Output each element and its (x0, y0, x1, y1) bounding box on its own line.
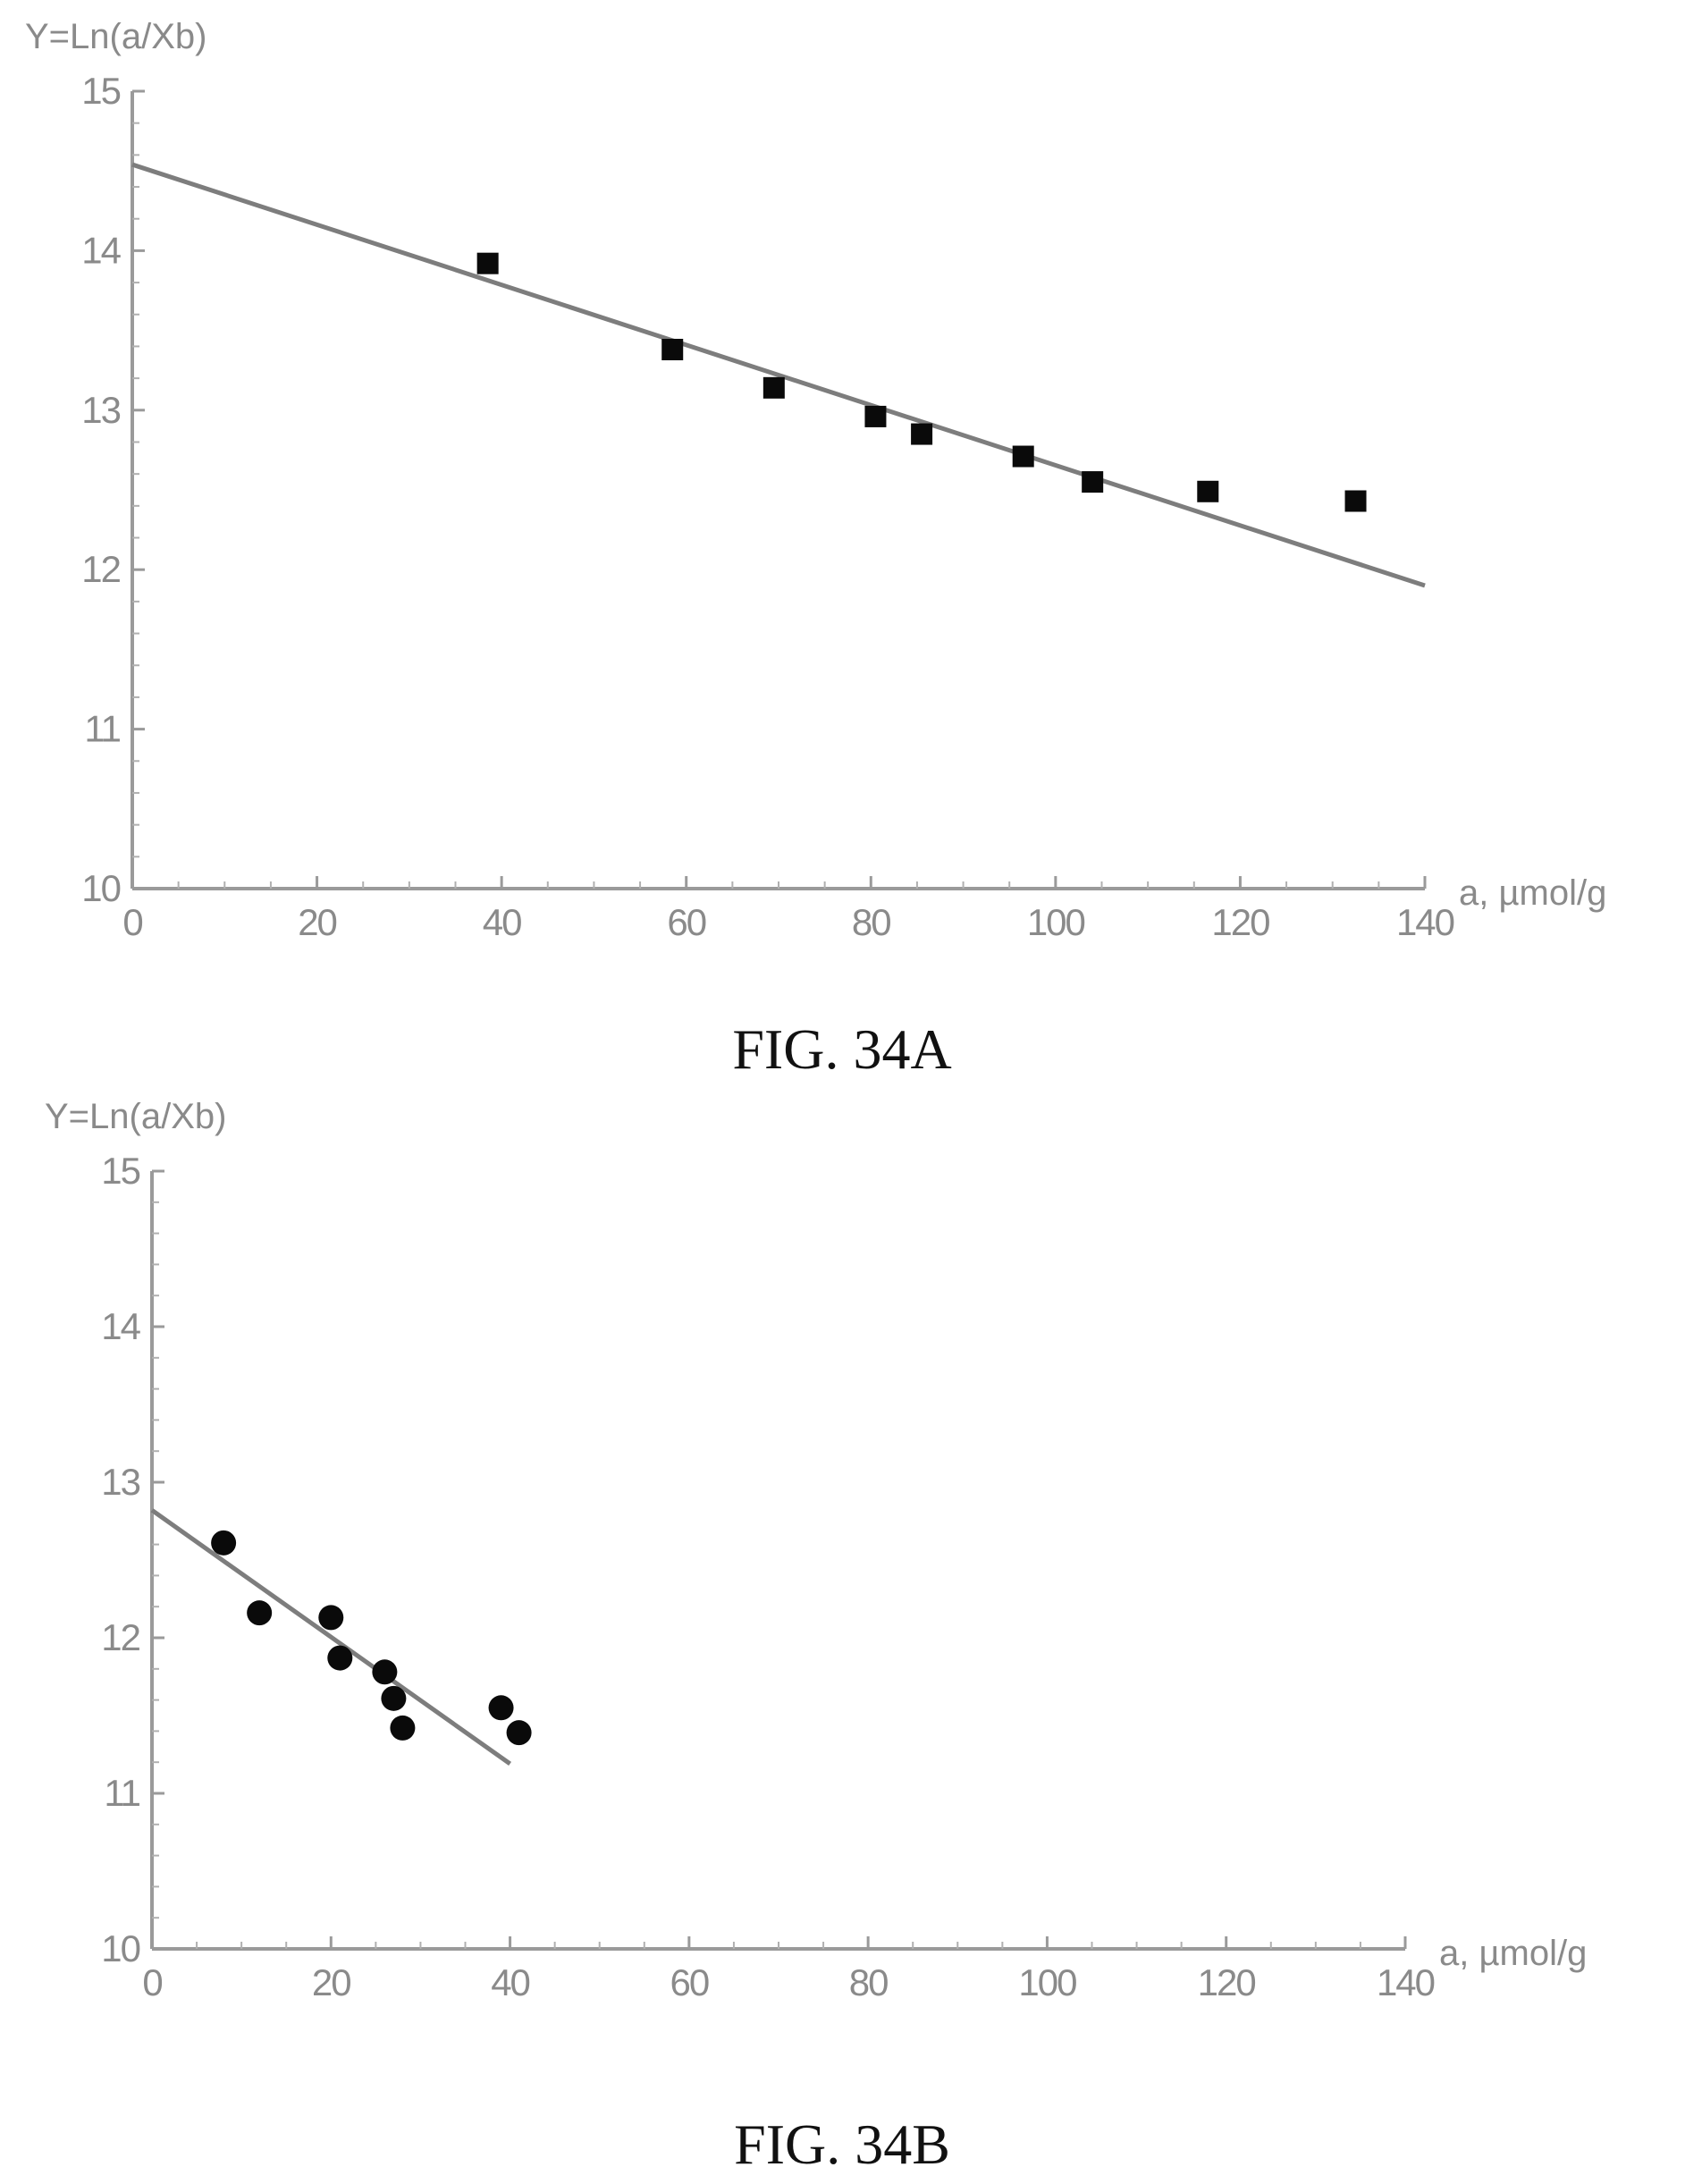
regression-line (150, 1508, 512, 1766)
x-tick-label: 40 (483, 901, 521, 943)
x-tick-label: 60 (667, 901, 705, 943)
data-point-circle (390, 1715, 416, 1741)
x-tick-label: 80 (852, 901, 890, 943)
x-tick-label: 40 (491, 1961, 529, 2003)
data-point-circle (318, 1605, 344, 1631)
data-point-circle (247, 1600, 273, 1626)
y-tick-label: 15 (101, 1150, 139, 1192)
y-tick-label: 14 (101, 1305, 140, 1347)
caption-fig-34b: FIG. 34B (734, 2112, 950, 2176)
data-point-square (911, 423, 933, 445)
chart-fig-34b: 0 20 40 60 80 100 120 140 10 11 12 13 14 15 Y=Ln(a/Xb)… (45, 1097, 1587, 2003)
data-point-square (864, 405, 887, 427)
y-tick-label: 11 (104, 1772, 139, 1814)
x-axis-title: a, µmol/g (1439, 1934, 1587, 1973)
data-point-square (762, 376, 785, 399)
y-axis-title: Y=Ln(a/Xb) (25, 17, 206, 56)
chart-fig-34a: 0 20 40 60 80 100 120 140 10 11 12 13 14 15 Y=Ln(a/Xb)… (25, 17, 1606, 943)
y-tick-label: 12 (81, 548, 120, 590)
data-point-square (1197, 480, 1219, 502)
y-axis-title: Y=Ln(a/Xb) (45, 1097, 226, 1136)
x-axis-title: a, µmol/g (1459, 873, 1606, 913)
y-tick-label: 10 (101, 1927, 139, 1969)
x-tick-label: 60 (670, 1961, 708, 2003)
data-point-square (661, 339, 684, 361)
data-point-circle (381, 1685, 407, 1711)
x-tick-label: 100 (1027, 901, 1085, 943)
x-tick-label: 140 (1396, 901, 1454, 943)
y-tick-label: 15 (81, 70, 120, 112)
caption-fig-34a: FIG. 34A (732, 1017, 951, 1081)
data-point-square (1082, 471, 1104, 493)
data-point-square (476, 252, 499, 274)
data-point-circle (506, 1720, 532, 1746)
y-tick-label: 12 (101, 1616, 139, 1658)
x-tick-label: 80 (849, 1961, 888, 2003)
x-tick-label: 120 (1198, 1961, 1256, 2003)
y-tick-label: 13 (101, 1461, 139, 1503)
y-tick-label: 13 (81, 389, 120, 431)
x-tick-label: 20 (312, 1961, 350, 2003)
data-point-circle (327, 1645, 353, 1671)
data-point-circle (372, 1659, 398, 1685)
x-tick-label: 0 (122, 901, 142, 943)
x-tick-label: 0 (142, 1961, 162, 2003)
data-point-circle (488, 1695, 514, 1721)
data-point-circle (211, 1530, 237, 1556)
data-point-square (1012, 445, 1034, 468)
data-point-square (1344, 490, 1367, 512)
x-tick-label: 120 (1211, 901, 1269, 943)
y-tick-label: 11 (84, 708, 120, 750)
y-tick-label: 14 (81, 229, 121, 271)
x-tick-label: 100 (1018, 1961, 1076, 2003)
regression-line (131, 162, 1426, 588)
x-tick-label: 140 (1377, 1961, 1435, 2003)
y-tick-label: 10 (81, 867, 120, 909)
x-tick-label: 20 (298, 901, 336, 943)
